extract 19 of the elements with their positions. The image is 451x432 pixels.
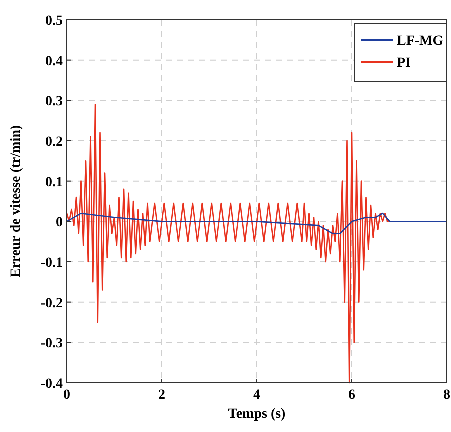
y-tick-label: 0.3 bbox=[46, 94, 63, 110]
y-tick-label: -0.3 bbox=[40, 336, 63, 352]
y-tick-label: 0.4 bbox=[46, 54, 63, 70]
y-tick-label: -0.1 bbox=[40, 256, 63, 271]
x-axis-title: Temps (s) bbox=[228, 407, 286, 422]
y-tick-label: 0 bbox=[56, 216, 63, 231]
y-tick-label: 0.1 bbox=[46, 175, 63, 190]
x-tick-label: 2 bbox=[158, 388, 166, 403]
x-tick-label: 8 bbox=[444, 388, 450, 403]
x-tick-label: 4 bbox=[254, 388, 260, 403]
x-tick-label: 6 bbox=[348, 388, 356, 403]
legend-label: LF-MG bbox=[397, 34, 444, 49]
legend-label: PI bbox=[397, 56, 411, 71]
y-tick-label: 0.2 bbox=[46, 135, 63, 150]
y-axis-title: Erreur de vitesse (tr/min) bbox=[9, 125, 24, 278]
line-series bbox=[66, 212, 448, 234]
y-tick-label: -0.4 bbox=[40, 377, 63, 392]
y-tick-label: -0.2 bbox=[40, 296, 63, 312]
y-tick-label: 0.5 bbox=[46, 14, 63, 29]
